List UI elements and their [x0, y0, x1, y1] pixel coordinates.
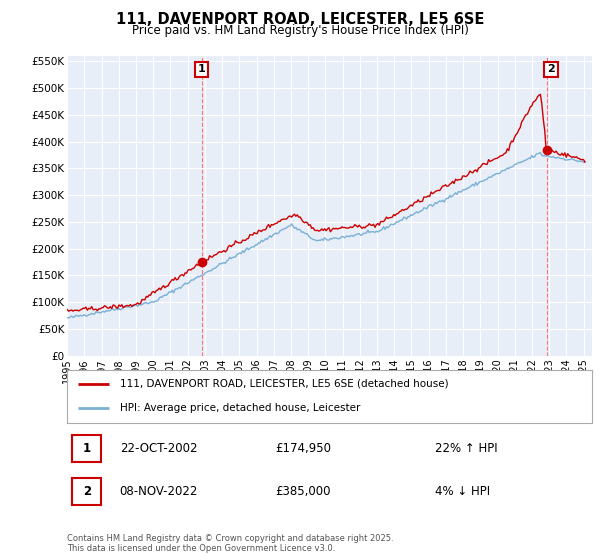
Text: 1: 1: [83, 442, 91, 455]
Text: 2: 2: [83, 485, 91, 498]
Text: £385,000: £385,000: [276, 485, 331, 498]
Text: 1: 1: [198, 64, 206, 74]
Text: 22-OCT-2002: 22-OCT-2002: [120, 442, 197, 455]
Text: 4% ↓ HPI: 4% ↓ HPI: [434, 485, 490, 498]
Text: HPI: Average price, detached house, Leicester: HPI: Average price, detached house, Leic…: [120, 403, 360, 413]
FancyBboxPatch shape: [73, 435, 101, 462]
Text: 2: 2: [547, 64, 555, 74]
Text: 22% ↑ HPI: 22% ↑ HPI: [434, 442, 497, 455]
Text: Contains HM Land Registry data © Crown copyright and database right 2025.: Contains HM Land Registry data © Crown c…: [67, 534, 394, 543]
Text: This data is licensed under the Open Government Licence v3.0.: This data is licensed under the Open Gov…: [67, 544, 335, 553]
Text: £174,950: £174,950: [275, 442, 331, 455]
Text: 111, DAVENPORT ROAD, LEICESTER, LE5 6SE (detached house): 111, DAVENPORT ROAD, LEICESTER, LE5 6SE …: [120, 379, 448, 389]
FancyBboxPatch shape: [73, 478, 101, 505]
Text: 111, DAVENPORT ROAD, LEICESTER, LE5 6SE: 111, DAVENPORT ROAD, LEICESTER, LE5 6SE: [116, 12, 484, 27]
Text: 08-NOV-2022: 08-NOV-2022: [120, 485, 198, 498]
Text: Price paid vs. HM Land Registry's House Price Index (HPI): Price paid vs. HM Land Registry's House …: [131, 24, 469, 36]
